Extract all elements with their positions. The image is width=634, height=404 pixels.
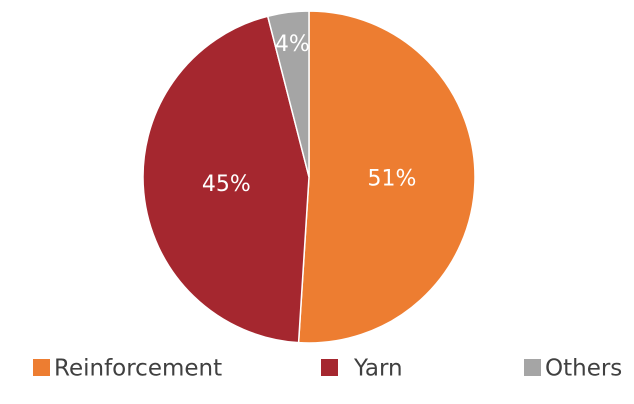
pie-slice [266, 10, 310, 178]
legend-label: Reinforcement [54, 356, 222, 382]
value-label: 51% [368, 167, 417, 192]
pie-slice [297, 10, 476, 344]
value-label: 45% [202, 172, 251, 197]
legend-label: Others [545, 356, 622, 382]
legend-swatch [33, 359, 50, 376]
legend-swatch [321, 359, 338, 376]
value-label: 4% [275, 32, 310, 57]
pie-slice [142, 15, 310, 344]
legend-label: Yarn [353, 356, 403, 382]
legend-swatch [524, 359, 541, 376]
